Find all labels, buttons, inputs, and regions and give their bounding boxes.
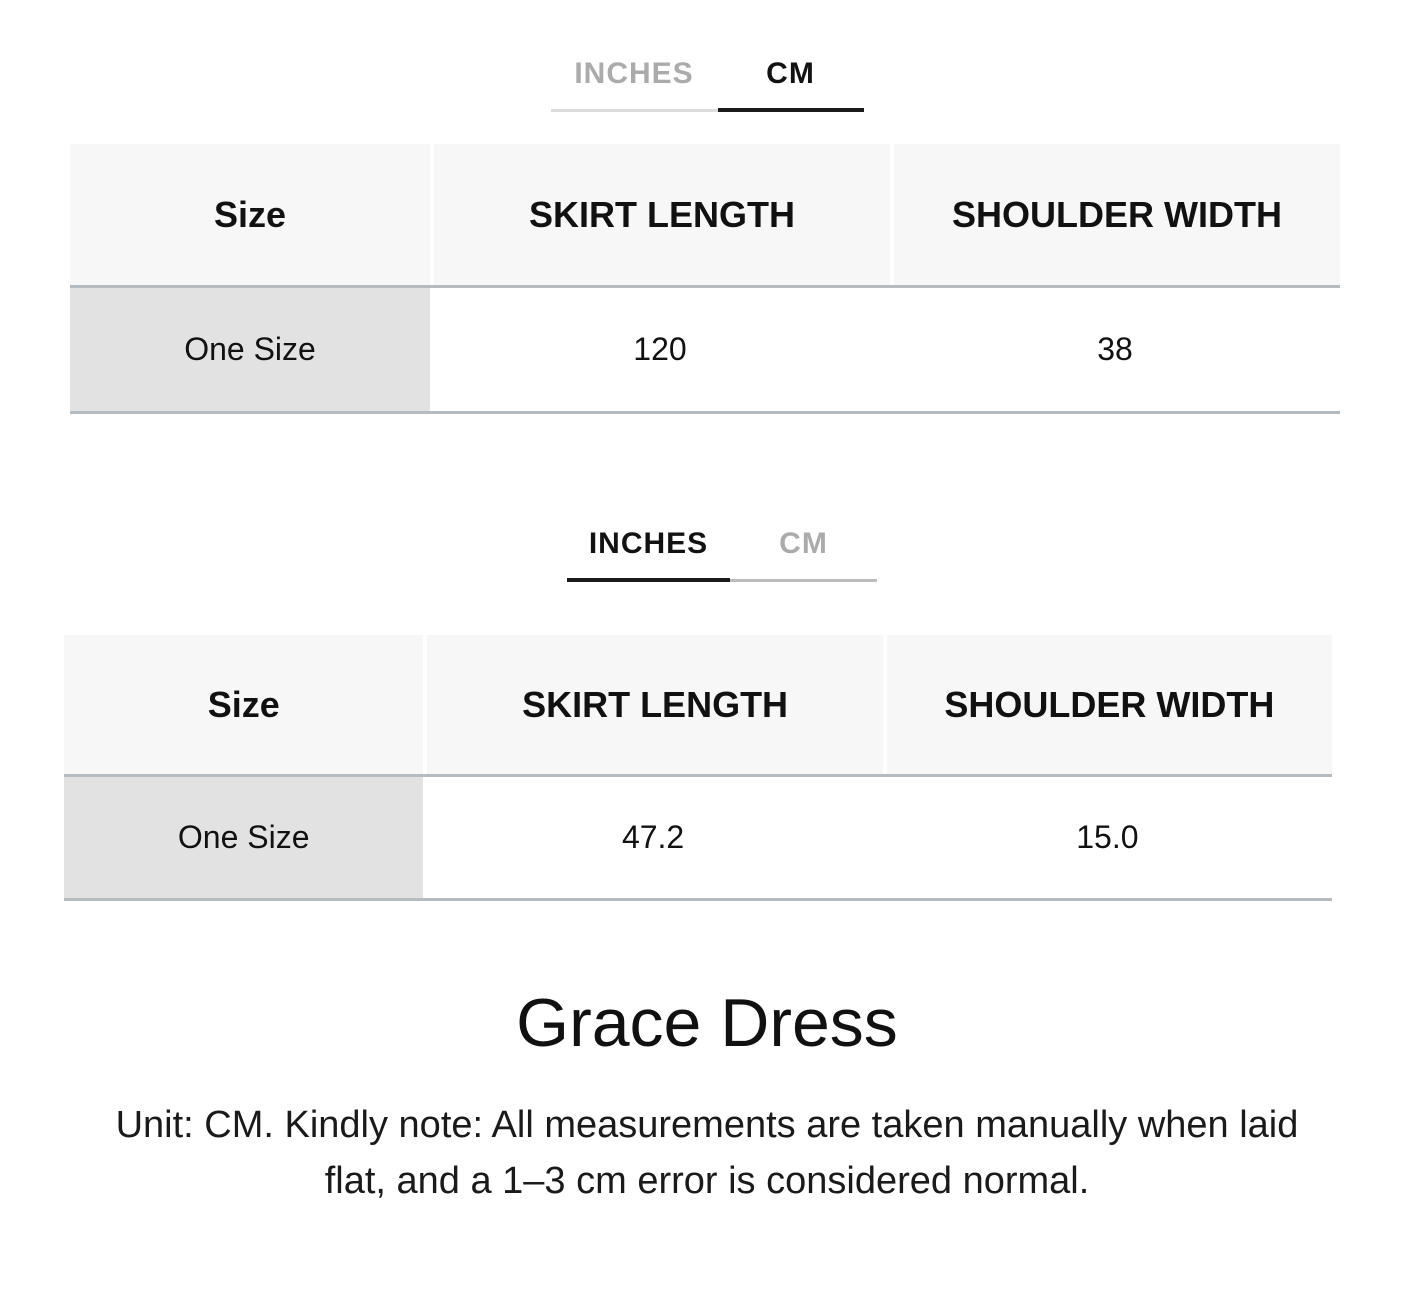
tab-cm[interactable]: CM: [730, 526, 877, 582]
header-size: Size: [70, 144, 430, 285]
size-table-cm: Size SKIRT LENGTH SHOULDER WIDTH One Siz…: [70, 144, 1340, 414]
cell-skirt-length: 47.2: [621, 819, 685, 855]
tab-cm-label: CM: [779, 527, 828, 560]
header-skirt-length: SKIRT LENGTH: [434, 144, 890, 285]
tab-inches-label: INCHES: [574, 57, 694, 90]
page-title: Grace Dress: [516, 985, 898, 1061]
table-row: One Size 120 38: [70, 288, 1340, 414]
table-row: One Size 47.2 15.0: [64, 777, 1332, 901]
cell-skirt-length: 120: [633, 331, 687, 367]
tab-inches[interactable]: INCHES: [550, 56, 718, 112]
tab-cm[interactable]: CM: [717, 56, 864, 112]
tab-underline: [567, 578, 730, 582]
table-header-row: Size SKIRT LENGTH SHOULDER WIDTH: [70, 144, 1340, 288]
cell-size: One Size: [64, 777, 424, 898]
tab-underline: [550, 109, 718, 112]
cell-shoulder-width: 38: [1097, 331, 1133, 367]
cell-shoulder-width: 15.0: [1076, 819, 1139, 855]
unit-toggle-cm-table: INCHES CM: [0, 56, 1414, 112]
tab-underline: [717, 108, 864, 112]
measurement-note: Unit: CM. Kindly note: All measurements …: [0, 1097, 1414, 1209]
size-table-inches: Size SKIRT LENGTH SHOULDER WIDTH One Siz…: [64, 635, 1332, 901]
tab-underline: [730, 579, 877, 582]
tab-inches[interactable]: INCHES: [567, 526, 730, 582]
header-shoulder-width: SHOULDER WIDTH: [894, 144, 1340, 285]
header-skirt-length: SKIRT LENGTH: [427, 635, 883, 774]
header-size: Size: [64, 635, 424, 774]
cell-size: One Size: [70, 288, 430, 411]
tab-cm-label: CM: [766, 57, 815, 90]
table-header-row: Size SKIRT LENGTH SHOULDER WIDTH: [64, 635, 1332, 777]
unit-toggle-inches-table: INCHES CM: [15, 526, 1414, 582]
tab-inches-label: INCHES: [588, 527, 709, 560]
header-shoulder-width: SHOULDER WIDTH: [886, 635, 1332, 774]
measurement-note-line-2: flat, and a 1–3 cm error is considered n…: [324, 1160, 1090, 1202]
measurement-note-line-1: Unit: CM. Kindly note: All measurements …: [115, 1104, 1299, 1146]
